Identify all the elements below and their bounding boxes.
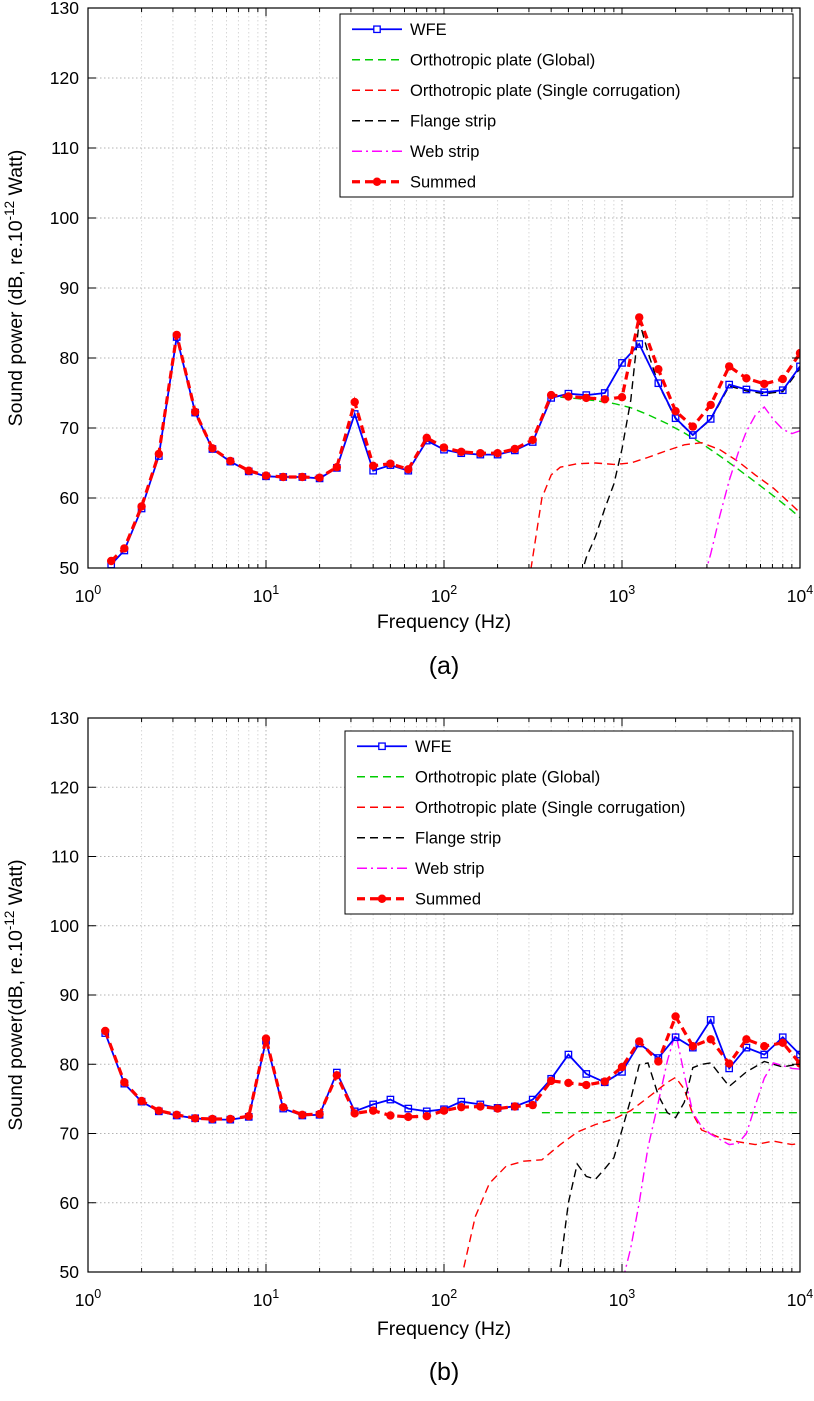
x-tick-label: 103 — [609, 1287, 635, 1310]
y-tick-label: 60 — [60, 1193, 80, 1213]
y-tick-label: 80 — [60, 1054, 80, 1074]
x-axis-label: Frequency (Hz) — [377, 611, 511, 633]
x-tick-label: 101 — [253, 583, 279, 606]
legend-label-summed: Summed — [415, 890, 481, 908]
legend-box — [344, 730, 794, 915]
series-line-summed — [103, 1012, 800, 1121]
y-tick-label: 90 — [60, 278, 80, 298]
legend-box — [339, 13, 794, 198]
series-group — [101, 1012, 800, 1272]
x-tick-label: 103 — [609, 583, 635, 606]
y-axis-label: Sound power (dB, re.10-12 Watt) — [2, 150, 27, 427]
series-line-summed — [110, 311, 800, 563]
legend-label-wfe: WFE — [410, 21, 447, 39]
y-tick-label: 100 — [50, 916, 79, 936]
y-tick-label: 110 — [51, 138, 79, 158]
x-axis-label: Frequency (Hz) — [377, 1318, 511, 1340]
y-tick-label: 130 — [50, 708, 79, 728]
x-tick-label: 104 — [787, 583, 813, 606]
legend-label-web-strip: Web strip — [410, 143, 479, 161]
x-tick-label: 102 — [431, 1287, 457, 1310]
legend-label-web-strip: Web strip — [415, 860, 484, 878]
panel-sublabel: (a) — [429, 652, 460, 680]
panel-sublabel: (b) — [429, 1358, 460, 1386]
legend-marker-wfe — [378, 742, 386, 751]
x-tick-labels: 100 101 102 103 104 — [75, 1287, 813, 1310]
y-tick-label: 70 — [60, 1124, 80, 1144]
y-tick-label: 130 — [50, 0, 79, 18]
y-tick-labels: 50 60 70 80 90 100 110 120 130 — [50, 708, 79, 1282]
y-tick-label: 50 — [60, 558, 80, 578]
series-line-flange-strip — [558, 1060, 800, 1272]
series-line-web-strip — [706, 405, 800, 568]
legend-label-orthotropic-plate-global: Orthotropic plate (Global) — [410, 51, 595, 69]
x-tick-labels: 100 101 102 103 104 — [75, 583, 813, 606]
legend-marker-wfe — [373, 25, 381, 34]
y-axis-label: Sound power(dB, re.10-12 Watt) — [2, 859, 27, 1130]
y-tick-label: 70 — [60, 418, 80, 438]
x-tick-label: 100 — [75, 1287, 101, 1310]
legend-label-wfe: WFE — [415, 738, 452, 756]
legend: WFE Orthotropic plate (Global) Orthotropic… — [339, 13, 794, 198]
legend-label-orthotropic-plate-single-corrugation: Orthotropic plate (Single corrugation) — [415, 799, 686, 817]
legend: WFE Orthotropic plate (Global) Orthotropic… — [344, 730, 794, 915]
y-tick-label: 110 — [51, 847, 79, 867]
tick-marks — [87, 7, 801, 569]
legend-label-flange-strip: Flange strip — [415, 829, 501, 847]
y-tick-label: 120 — [50, 777, 79, 797]
y-tick-label: 50 — [60, 1262, 80, 1282]
x-tick-label: 100 — [75, 583, 101, 606]
x-tick-label: 102 — [431, 583, 457, 606]
series-group — [106, 311, 800, 568]
chart-panel-b: 100 101 102 103 104 50 60 70 80 90 100 110 120 130 Sou… — [0, 700, 814, 1401]
x-tick-label: 101 — [253, 1287, 279, 1310]
legend-label-flange-strip: Flange strip — [410, 112, 496, 130]
series-line-orthotropic-plate-single-corrugation — [530, 441, 800, 568]
legend-marker-summed — [372, 177, 382, 186]
legend-label-orthotropic-plate-single-corrugation: Orthotropic plate (Single corrugation) — [410, 82, 681, 100]
y-tick-label: 120 — [50, 68, 79, 88]
chart-panel-a: 100 101 102 103 104 50 60 70 80 90 100 110 120 130 Sou… — [0, 0, 814, 700]
y-tick-label: 80 — [60, 348, 80, 368]
legend-label-orthotropic-plate-global: Orthotropic plate (Global) — [415, 768, 600, 786]
legend-marker-summed — [377, 894, 387, 903]
series-markers-summed — [106, 313, 800, 566]
series-line-web-strip — [624, 1032, 800, 1272]
series-markers-summed — [101, 1012, 800, 1124]
y-tick-label: 60 — [60, 488, 80, 508]
legend-label-summed: Summed — [410, 173, 476, 191]
y-tick-label: 90 — [60, 985, 80, 1005]
series-line-orthotropic-plate-single-corrugation — [462, 1076, 800, 1272]
x-tick-label: 104 — [787, 1287, 813, 1310]
y-tick-labels: 50 60 70 80 90 100 110 120 130 — [50, 0, 79, 578]
y-tick-label: 100 — [50, 208, 79, 228]
